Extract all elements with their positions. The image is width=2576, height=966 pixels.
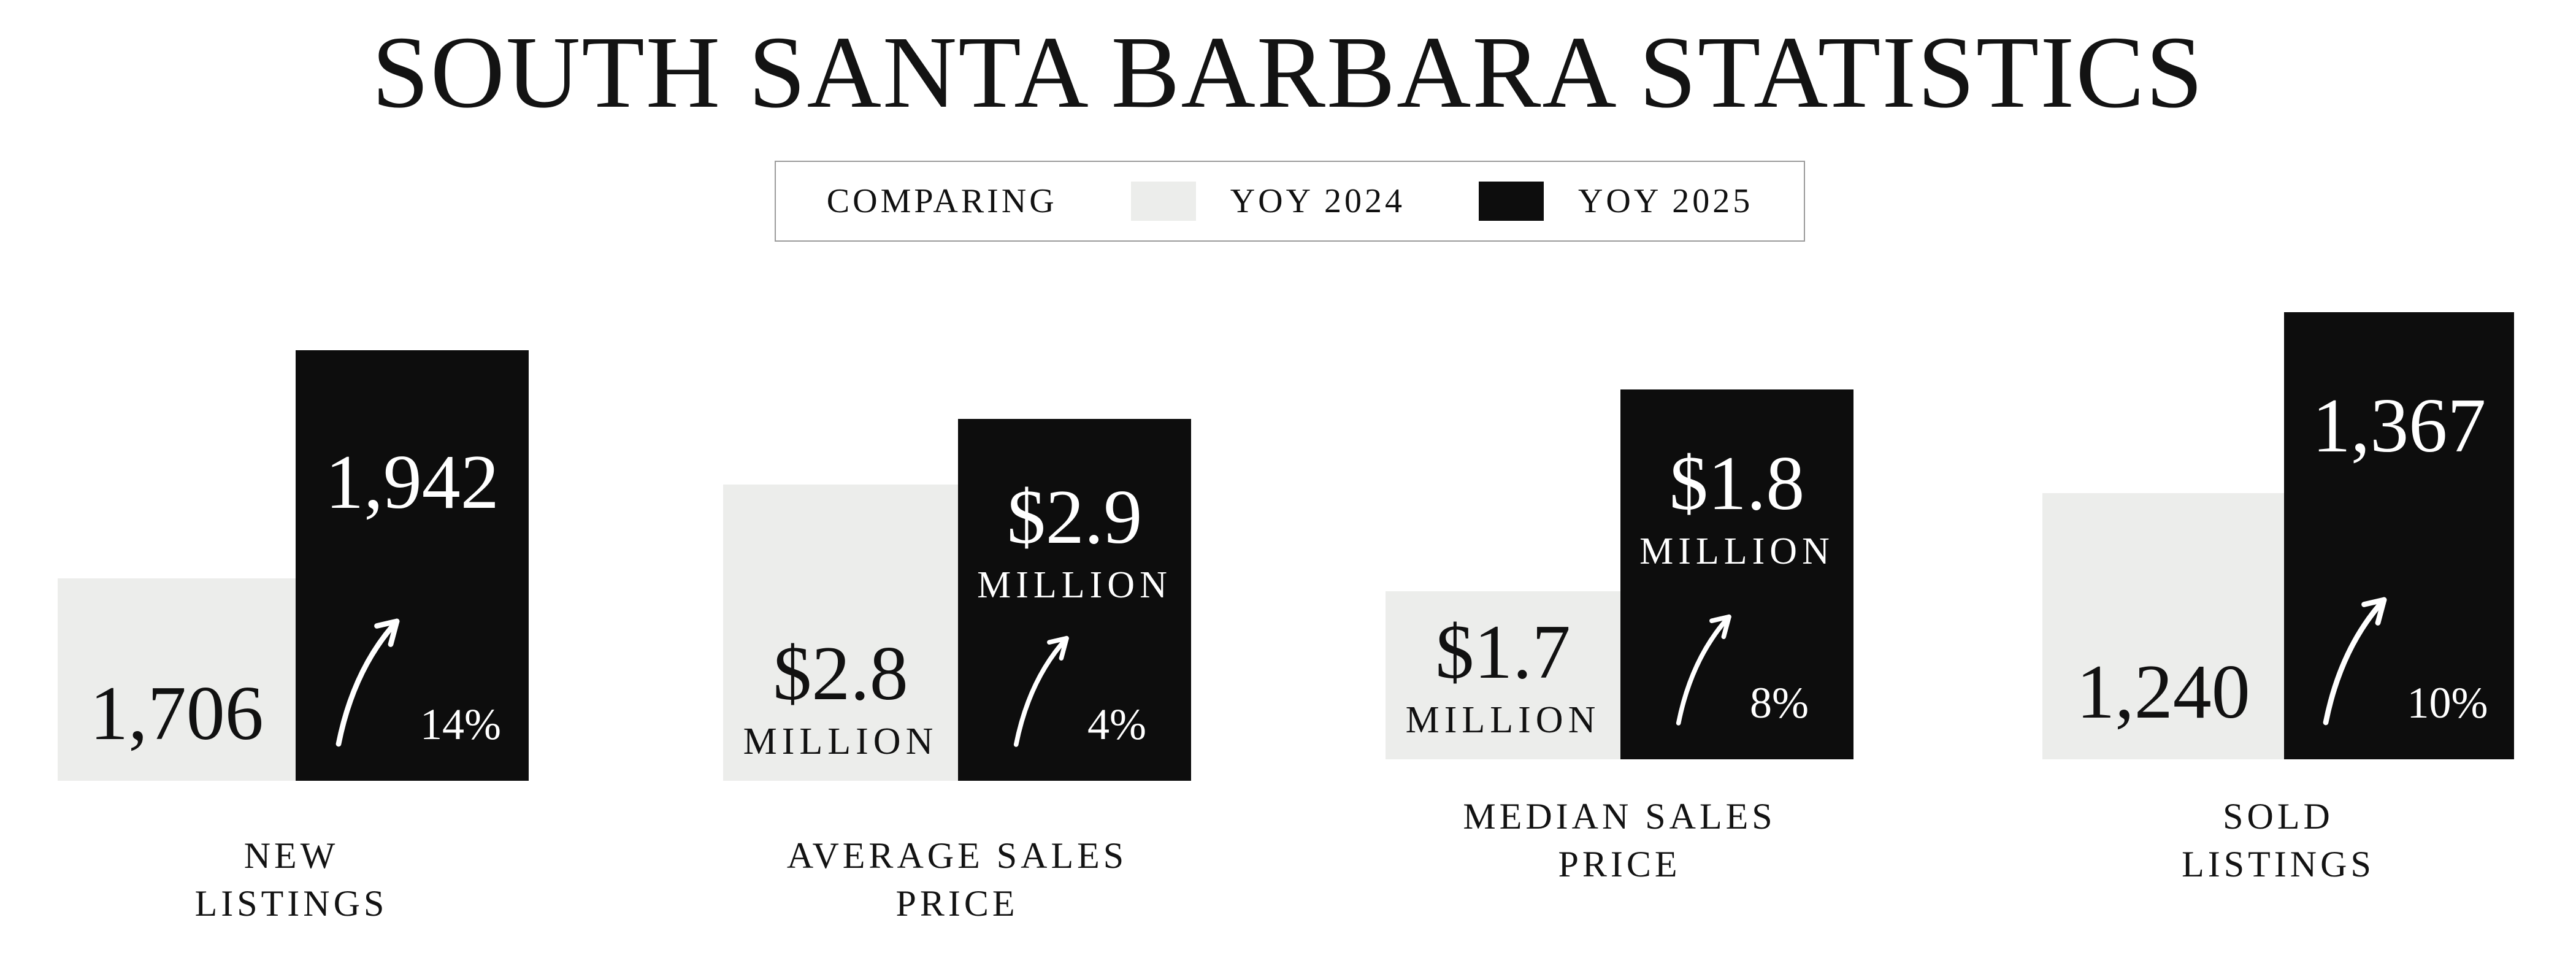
bar-yoy2025-average-sales-price: $2.9 MILLION 4% <box>958 419 1191 781</box>
change-indicator: 8% <box>1665 606 1809 759</box>
bar-unit: MILLION <box>1405 699 1601 741</box>
metric-label-line1: SOLD <box>2223 796 2334 837</box>
legend-item-yoy2024: YOY 2024 <box>1130 182 1405 221</box>
change-indicator: 4% <box>1003 627 1146 781</box>
percent-change: 8% <box>1750 678 1809 727</box>
up-arrow-icon <box>1676 614 1731 726</box>
up-arrow-icon <box>335 618 400 747</box>
bar-value: $2.8 <box>773 631 908 716</box>
bar-yoy2024-median-sales-price: $1.7 MILLION <box>1386 591 1620 759</box>
metric-label-median-sales-price: MEDIAN SALES PRICE <box>1382 792 1857 888</box>
legend: COMPARING YOY 2024 YOY 2025 <box>775 161 1805 242</box>
legend-item-yoy2025: YOY 2025 <box>1478 182 1754 221</box>
change-indicator: 10% <box>2310 588 2488 759</box>
bar-value: $1.7 <box>1435 609 1571 695</box>
metric-label-line2: LISTINGS <box>2182 844 2375 884</box>
bar-unit: MILLION <box>977 564 1172 607</box>
percent-change: 4% <box>1087 700 1146 749</box>
bar-yoy2025-sold-listings: 1,367 10% <box>2284 312 2514 759</box>
yoy2024-swatch-icon <box>1130 182 1196 221</box>
metric-label-line1: NEW <box>243 835 339 876</box>
legend-yoy2024-label: YOY 2024 <box>1230 182 1405 220</box>
yoy2025-swatch-icon <box>1478 182 1544 221</box>
up-arrow-icon <box>1013 635 1069 747</box>
bar-yoy2025-new-listings: 1,942 14% <box>296 350 529 781</box>
bar-value: 1,367 <box>2312 383 2486 469</box>
page-title: SOUTH SANTA BARBARA STATISTICS <box>372 15 2204 129</box>
metric-label-line1: MEDIAN SALES <box>1463 796 1776 837</box>
legend-comparing-label: COMPARING <box>826 182 1057 220</box>
percent-change: 10% <box>2407 678 2488 727</box>
change-indicator: 14% <box>323 609 501 781</box>
bar-yoy2024-new-listings: 1,706 <box>58 578 296 781</box>
bar-value: 1,706 <box>90 670 264 756</box>
bar-yoy2024-sold-listings: 1,240 <box>2042 493 2284 759</box>
metric-label-line1: AVERAGE SALES <box>786 835 1128 876</box>
bar-value: 1,240 <box>2076 649 2250 735</box>
metric-label-new-listings: NEW LISTINGS <box>54 832 529 927</box>
bar-unit: MILLION <box>1639 531 1834 573</box>
metric-label-line2: PRICE <box>895 883 1019 924</box>
metric-label-line2: PRICE <box>1558 844 1681 884</box>
metric-label-average-sales-price: AVERAGE SALES PRICE <box>719 832 1195 927</box>
bar-yoy2025-median-sales-price: $1.8 MILLION 8% <box>1620 389 1853 759</box>
bar-value: $2.9 <box>1006 475 1143 560</box>
bar-value: $1.8 <box>1669 441 1805 526</box>
metric-label-line2: LISTINGS <box>194 883 388 924</box>
legend-yoy2025-label: YOY 2025 <box>1577 182 1754 220</box>
up-arrow-icon <box>2323 597 2386 726</box>
percent-change: 14% <box>420 700 501 749</box>
bar-yoy2024-average-sales-price: $2.8 MILLION <box>723 485 958 781</box>
metric-label-sold-listings: SOLD LISTINGS <box>2039 792 2518 888</box>
bar-value: 1,942 <box>325 440 499 525</box>
bar-unit: MILLION <box>743 721 938 762</box>
